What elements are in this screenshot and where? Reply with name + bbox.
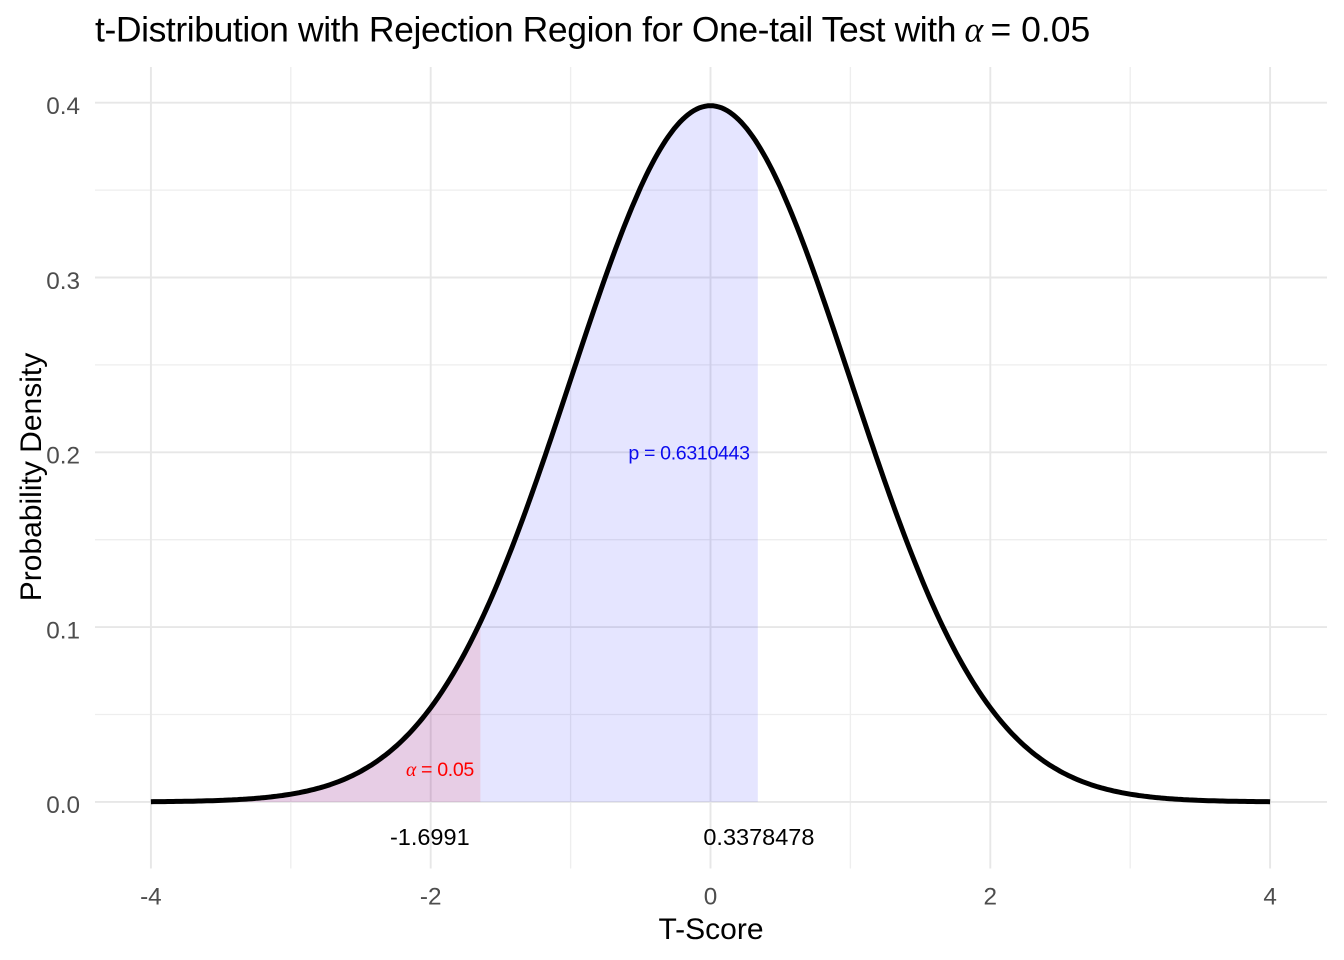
svg-text:0.3378478: 0.3378478 — [703, 824, 814, 850]
svg-text:-4: -4 — [140, 884, 162, 911]
svg-text:Probability Density: Probability Density — [15, 353, 48, 601]
svg-text:0: 0 — [704, 884, 718, 911]
svg-text:0.3: 0.3 — [46, 268, 80, 295]
svg-text:0.1: 0.1 — [46, 617, 80, 644]
svg-text:4: 4 — [1263, 884, 1277, 911]
svg-text:0.2: 0.2 — [46, 443, 80, 470]
svg-text:2: 2 — [984, 884, 998, 911]
svg-text:p = 0.6310443: p = 0.6310443 — [628, 442, 750, 464]
svg-text:t-Distribution with Rejection: t-Distribution with Rejection Region for… — [95, 10, 1090, 50]
svg-text:α = 0.05: α = 0.05 — [406, 759, 474, 781]
svg-text:0.4: 0.4 — [46, 93, 80, 120]
svg-text:-1.6991: -1.6991 — [390, 824, 470, 850]
svg-text:0.0: 0.0 — [46, 792, 80, 819]
svg-text:T-Score: T-Score — [658, 913, 763, 946]
svg-text:-2: -2 — [420, 884, 442, 911]
